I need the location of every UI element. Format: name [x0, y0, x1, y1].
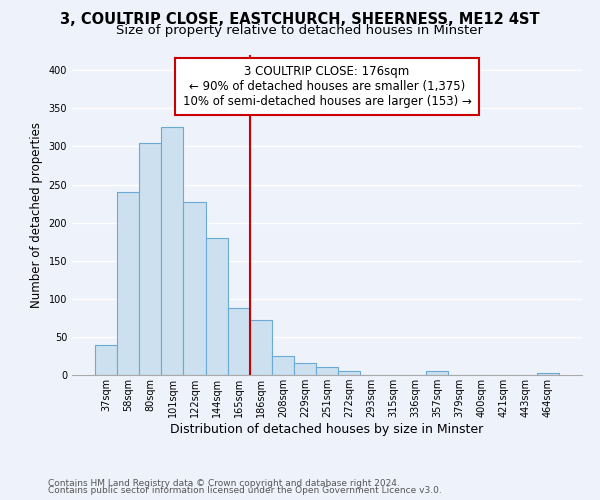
Text: 3, COULTRIP CLOSE, EASTCHURCH, SHEERNESS, ME12 4ST: 3, COULTRIP CLOSE, EASTCHURCH, SHEERNESS…	[60, 12, 540, 28]
Bar	[161, 128, 184, 375]
Bar	[227, 308, 250, 375]
X-axis label: Distribution of detached houses by size in Minster: Distribution of detached houses by size …	[170, 423, 484, 436]
Bar	[250, 320, 272, 375]
Text: Size of property relative to detached houses in Minster: Size of property relative to detached ho…	[116, 24, 484, 37]
Text: Contains public sector information licensed under the Open Government Licence v3: Contains public sector information licen…	[48, 486, 442, 495]
Bar	[206, 238, 227, 375]
Bar	[139, 142, 161, 375]
Bar	[316, 368, 338, 375]
Bar	[294, 363, 316, 375]
Bar	[427, 371, 448, 375]
Bar	[537, 372, 559, 375]
Bar	[272, 356, 294, 375]
Bar	[117, 192, 139, 375]
Text: Contains HM Land Registry data © Crown copyright and database right 2024.: Contains HM Land Registry data © Crown c…	[48, 478, 400, 488]
Bar	[95, 344, 117, 375]
Bar	[338, 371, 360, 375]
Text: 3 COULTRIP CLOSE: 176sqm
← 90% of detached houses are smaller (1,375)
10% of sem: 3 COULTRIP CLOSE: 176sqm ← 90% of detach…	[182, 64, 472, 108]
Y-axis label: Number of detached properties: Number of detached properties	[30, 122, 43, 308]
Bar	[184, 202, 206, 375]
